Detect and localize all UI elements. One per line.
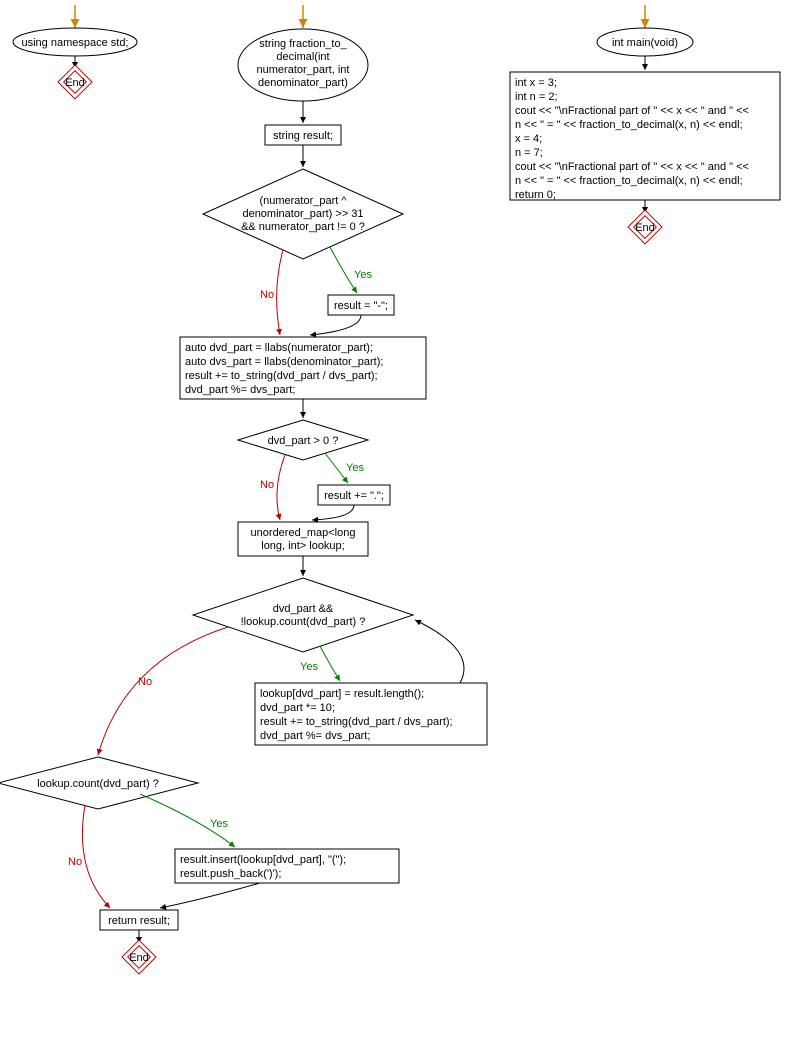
svg-text:result += to_string(dvd_part /: result += to_string(dvd_part / dvs_part)…	[260, 716, 453, 728]
svg-text:result += ".";: result += ".";	[324, 490, 384, 502]
svg-text:int n = 2;: int n = 2;	[515, 91, 558, 103]
svg-text:End: End	[635, 222, 655, 234]
svg-text:Yes: Yes	[346, 462, 364, 474]
svg-text:Yes: Yes	[300, 661, 318, 673]
svg-text:result.insert(lookup[dvd_part]: result.insert(lookup[dvd_part], "(");	[180, 854, 346, 866]
svg-text:No: No	[138, 676, 152, 688]
svg-text:No: No	[260, 479, 274, 491]
cond3-diamond	[193, 578, 413, 652]
svg-text:n << " = " << fraction_to_deci: n << " = " << fraction_to_decimal(x, n) …	[515, 119, 743, 131]
main-end-terminal: End	[628, 210, 662, 244]
svg-text:result += to_string(dvd_part /: result += to_string(dvd_part / dvs_part)…	[185, 370, 378, 382]
svg-text:Yes: Yes	[210, 818, 228, 830]
ns-column: using namespace std; End	[13, 5, 137, 99]
svg-text:return result;: return result;	[108, 915, 170, 927]
svg-text:End: End	[65, 77, 85, 89]
svg-text:denominator_part): denominator_part)	[258, 77, 348, 89]
svg-text:Yes: Yes	[354, 269, 372, 281]
svg-text:x = 4;: x = 4;	[515, 133, 542, 145]
svg-text:(numerator_part ^: (numerator_part ^	[259, 195, 347, 207]
svg-text:dvd_part %= dvs_part;: dvd_part %= dvs_part;	[260, 730, 370, 742]
svg-text:dvd_part %= dvs_part;: dvd_part %= dvs_part;	[185, 384, 295, 396]
main-column: int main(void) int x = 3; int n = 2; cou…	[510, 5, 780, 244]
svg-text:n = 7;: n = 7;	[515, 147, 543, 159]
svg-text:dvd_part > 0 ?: dvd_part > 0 ?	[268, 435, 339, 447]
svg-text:auto dvd_part = llabs(numerato: auto dvd_part = llabs(numerator_part);	[185, 342, 373, 354]
svg-text:result.push_back(')');: result.push_back(')');	[180, 868, 281, 880]
svg-text:numerator_part, int: numerator_part, int	[257, 64, 350, 76]
svg-text:!lookup.count(dvd_part) ?: !lookup.count(dvd_part) ?	[241, 616, 366, 628]
svg-text:decimal(int: decimal(int	[276, 51, 329, 63]
svg-text:denominator_part) >> 31: denominator_part) >> 31	[242, 208, 363, 220]
svg-text:auto dvs_part = llabs(denomina: auto dvs_part = llabs(denominator_part);	[185, 356, 383, 368]
svg-text:string fraction_to_: string fraction_to_	[259, 38, 347, 50]
svg-text:No: No	[68, 856, 82, 868]
svg-text:cout << "\nFractional part of: cout << "\nFractional part of " << x << …	[515, 105, 749, 117]
svg-text:lookup[dvd_part] = result.leng: lookup[dvd_part] = result.length();	[260, 688, 424, 700]
svg-text:int x = 3;: int x = 3;	[515, 77, 557, 89]
svg-text:lookup.count(dvd_part) ?: lookup.count(dvd_part) ?	[37, 778, 159, 790]
svg-text:cout << "\nFractional part of: cout << "\nFractional part of " << x << …	[515, 161, 749, 173]
svg-text:long, int> lookup;: long, int> lookup;	[261, 540, 344, 552]
svg-text:n << " = " << fraction_to_deci: n << " = " << fraction_to_decimal(x, n) …	[515, 175, 743, 187]
svg-text:dvd_part &&: dvd_part &&	[273, 603, 334, 615]
svg-text:string result;: string result;	[273, 130, 333, 142]
svg-text:return 0;: return 0;	[515, 189, 556, 201]
svg-text:End: End	[129, 952, 149, 964]
svg-text:&& numerator_part != 0 ?: && numerator_part != 0 ?	[241, 221, 365, 233]
svg-text:int main(void): int main(void)	[612, 37, 678, 49]
svg-text:No: No	[260, 289, 274, 301]
svg-text:dvd_part *= 10;: dvd_part *= 10;	[260, 702, 335, 714]
ns-end-terminal: End	[58, 65, 92, 99]
frac-end-terminal: End	[122, 940, 156, 974]
frac-column: string fraction_to_ decimal(int numerato…	[0, 5, 487, 974]
svg-text:unordered_map<long: unordered_map<long	[251, 527, 356, 539]
ns-entry-text: using namespace std;	[21, 37, 128, 49]
svg-text:result = "-";: result = "-";	[334, 300, 388, 312]
